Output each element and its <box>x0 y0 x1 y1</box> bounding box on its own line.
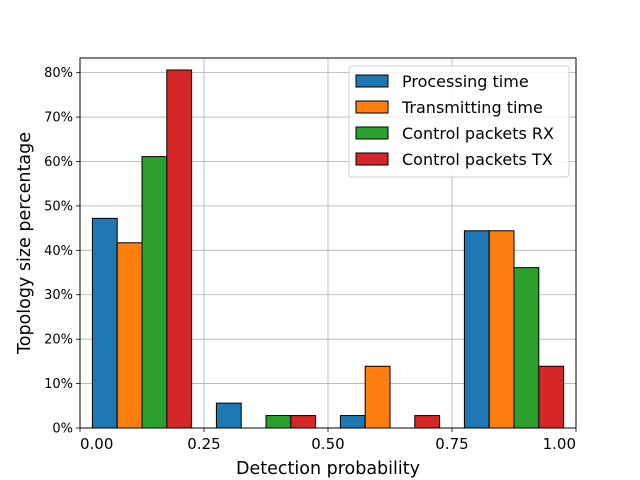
bars <box>91 69 565 429</box>
y-axis-label: Topology size percentage <box>15 132 35 355</box>
legend: Processing time Transmitting time Control … <box>348 65 570 178</box>
bar-control-packets-rx <box>513 267 540 429</box>
y-tick-label: 60% <box>44 155 73 170</box>
y-tick-label: 40% <box>44 244 73 259</box>
bar-processing-time <box>215 402 242 429</box>
bar-control-packets-rx <box>265 415 292 429</box>
bar-transmitting-time <box>116 242 143 429</box>
legend-label: Processing time <box>402 72 529 91</box>
bar-processing-time <box>91 217 118 429</box>
x-tick-label: 0.00 <box>80 435 113 453</box>
x-tick-label: 0.25 <box>187 435 220 453</box>
bar-control-packets-tx <box>166 69 193 429</box>
legend-box <box>348 65 570 178</box>
x-tick-label: 0.50 <box>311 435 344 453</box>
legend-swatch <box>355 74 389 88</box>
bar-control-packets-rx <box>141 156 168 429</box>
legend-swatch <box>355 152 389 166</box>
legend-swatch <box>355 126 389 140</box>
legend-label: Control packets TX <box>402 150 553 169</box>
y-tick-label: 10% <box>44 377 73 392</box>
y-tick-label: 0% <box>52 422 73 437</box>
y-axis: 0% 10% 20% 30% 40% 50% 60% 70% 80% <box>44 66 80 437</box>
y-tick-label: 30% <box>44 288 73 303</box>
legend-label: Transmitting time <box>401 98 543 117</box>
bar-processing-time <box>339 415 366 429</box>
bar-transmitting-time <box>488 230 515 429</box>
legend-label: Control packets RX <box>402 124 554 143</box>
y-tick-label: 70% <box>44 111 73 126</box>
bar-processing-time <box>463 230 490 429</box>
x-axis-label: Detection probability <box>236 459 420 479</box>
x-tick-label: 0.75 <box>435 435 468 453</box>
bar-control-packets-tx <box>538 365 565 429</box>
bar-transmitting-time <box>364 365 391 429</box>
legend-swatch <box>355 100 389 114</box>
x-axis: 0.00 0.25 0.50 0.75 1.00 <box>79 428 577 453</box>
y-tick-label: 50% <box>44 199 73 214</box>
bar-control-packets-tx <box>414 415 441 429</box>
x-tick-label: 1.00 <box>543 435 576 453</box>
y-tick-label: 20% <box>44 333 73 348</box>
bar-control-packets-tx <box>290 415 317 429</box>
y-tick-label: 80% <box>44 66 73 81</box>
